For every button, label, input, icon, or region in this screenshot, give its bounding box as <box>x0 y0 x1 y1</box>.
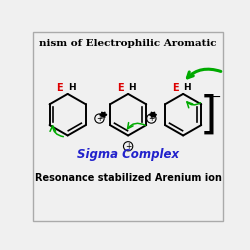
Text: Sigma Complex: Sigma Complex <box>77 148 179 161</box>
Text: H: H <box>68 83 75 92</box>
Text: Resonance stabilized Arenium ion: Resonance stabilized Arenium ion <box>35 173 222 183</box>
Text: +: + <box>96 114 103 123</box>
Text: E: E <box>56 83 63 93</box>
Text: H: H <box>128 83 136 92</box>
Text: E: E <box>172 83 179 93</box>
Text: ]: ] <box>199 93 217 136</box>
Text: −: − <box>210 91 221 104</box>
Text: nism of Electrophilic Aromatic: nism of Electrophilic Aromatic <box>40 39 217 48</box>
Text: E: E <box>117 83 124 93</box>
Text: H: H <box>183 83 191 92</box>
Text: +: + <box>148 114 154 123</box>
Text: +: + <box>125 142 131 151</box>
